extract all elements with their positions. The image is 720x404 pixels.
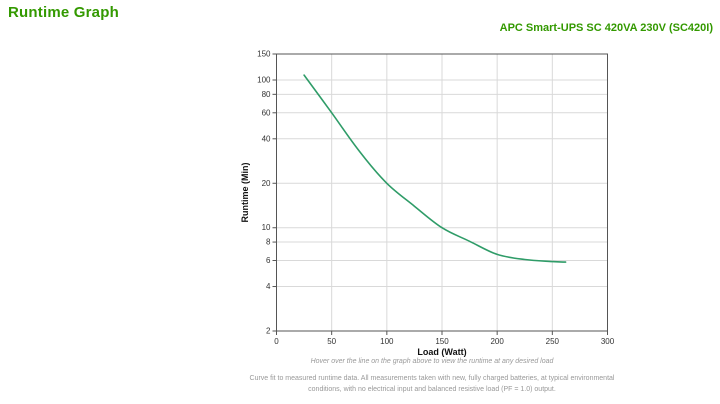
disclaimer-line-1: Curve fit to measured runtime data. All …: [249, 375, 615, 382]
x-tick-label: 200: [490, 337, 504, 346]
x-tick-label: 250: [546, 337, 560, 346]
x-tick-label: 150: [435, 337, 449, 346]
hover-instruction-note: Hover over the line on the graph above t…: [310, 358, 554, 365]
y-tick-label: 100: [257, 76, 271, 85]
runtime-curve[interactable]: [303, 74, 567, 263]
y-tick-label: 40: [262, 134, 271, 143]
y-tick-label: 150: [257, 50, 271, 59]
y-tick-label: 20: [262, 179, 271, 188]
x-axis-label: Load (Watt): [417, 347, 466, 357]
x-tick-label: 100: [380, 337, 394, 346]
y-tick-label: 6: [266, 256, 271, 265]
y-tick-label: 4: [266, 282, 271, 291]
y-tick-label: 8: [266, 238, 271, 247]
x-tick-label: 0: [274, 337, 279, 346]
y-tick-label: 60: [262, 108, 271, 117]
y-axis-label: Runtime (Min): [240, 163, 250, 223]
page-title: Runtime Graph: [8, 4, 119, 21]
y-tick-label: 10: [262, 223, 271, 232]
chart-title: APC Smart-UPS SC 420VA 230V (SC420I): [499, 22, 713, 34]
disclaimer-line-2: conditions, with no electrical input and…: [308, 386, 556, 393]
y-tick-label: 80: [262, 90, 271, 99]
y-tick-label: 2: [266, 327, 271, 336]
measurement-disclaimer: Curve fit to measured runtime data. All …: [242, 373, 622, 395]
x-tick-label: 300: [601, 337, 615, 346]
x-tick-label: 50: [327, 337, 336, 346]
